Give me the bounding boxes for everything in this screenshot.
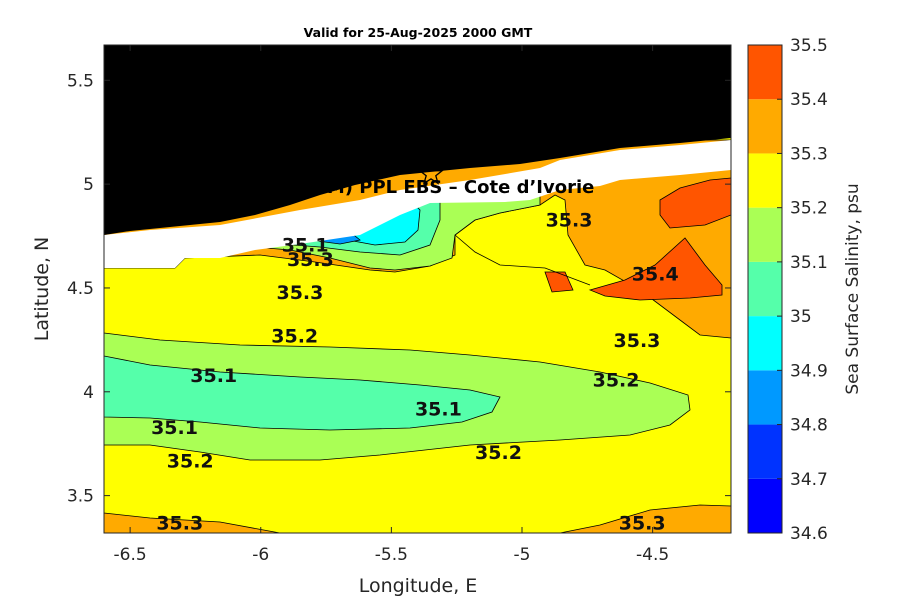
colorbar-label: Sea Surface Salinity, psu bbox=[843, 183, 863, 394]
colorbar-tick-label: 34.8 bbox=[790, 416, 828, 436]
y-tick-label: 3.5 bbox=[67, 487, 94, 507]
colorbar: 34.6 34.7 34.8 34.9 35 35.1 35.2 35.3 35.4 35.5 bbox=[747, 36, 828, 544]
contour-labels: 35.135.335.335.235.135.135.135.2 35.235.3… bbox=[151, 209, 679, 534]
contour-label: 35.3 bbox=[546, 209, 593, 231]
contour-label: 35.2 bbox=[593, 369, 640, 391]
contour-label: 35.2 bbox=[167, 450, 214, 472]
y-tick-label: 4.5 bbox=[67, 279, 94, 299]
star-icon bbox=[418, 161, 444, 185]
map-frame bbox=[103, 44, 732, 534]
y-axis-label: Latitude, N bbox=[31, 237, 53, 342]
salinity-band-35-4-35-5-northeast bbox=[659, 177, 731, 229]
salinity-band-35-3-35-4-south bbox=[104, 504, 731, 533]
colorbar-tick-label: 35.5 bbox=[790, 36, 828, 56]
y-tick-label: 4 bbox=[83, 383, 94, 403]
colorbar-segment bbox=[748, 207, 782, 262]
contour-line-35-3-east bbox=[454, 234, 591, 286]
contour-label: 35.1 bbox=[190, 365, 237, 387]
colorbar-segment bbox=[748, 261, 782, 317]
y-tick-label: 5 bbox=[83, 175, 94, 195]
contour-label: 35.2 bbox=[475, 442, 522, 464]
contour-label: 35.1 bbox=[415, 398, 462, 420]
colorbar-segment bbox=[748, 45, 782, 100]
land-mass bbox=[104, 45, 731, 235]
contour-label: 35.2 bbox=[271, 326, 318, 348]
colorbar-segment bbox=[748, 478, 782, 533]
contour-label: 35.3 bbox=[276, 282, 323, 304]
salinity-band-35-4-35-5-small bbox=[544, 271, 574, 293]
x-axis: -6.5 -6 -5.5 -5 -4.5 bbox=[114, 45, 669, 565]
colorbar-segment bbox=[748, 153, 782, 208]
colorbar-tick-label: 34.9 bbox=[790, 361, 828, 381]
colorbar-tick-label: 35.1 bbox=[790, 253, 828, 273]
x-axis-label: Longitude, E bbox=[359, 575, 478, 597]
contour-label: 35.1 bbox=[282, 234, 329, 256]
nodata-strip bbox=[104, 140, 731, 268]
contour-label: 35.4 bbox=[632, 263, 679, 285]
contour-label: 35.3 bbox=[614, 330, 661, 352]
y-axis: 3.5 4 4.5 5 5.5 bbox=[67, 71, 731, 507]
colorbar-tick-label: 35.2 bbox=[790, 199, 828, 219]
salinity-band-35-4-35-5-east bbox=[588, 237, 723, 301]
contour-label: 35.3 bbox=[287, 249, 334, 271]
x-tick-label: -5 bbox=[514, 545, 531, 565]
x-tick-label: -4.5 bbox=[636, 545, 669, 565]
colorbar-tick-label: 34.7 bbox=[790, 470, 828, 490]
colorbar-tick-label: 34.6 bbox=[790, 524, 828, 544]
colorbar-tick-label: 35.4 bbox=[790, 90, 828, 110]
colorbar-segment bbox=[748, 370, 782, 425]
plot-title: Valid for 25-Aug-2025 2000 GMT bbox=[304, 25, 533, 40]
colorbar-tick-label: 35 bbox=[790, 307, 812, 327]
x-tick-label: -6 bbox=[252, 545, 269, 565]
contour-label: 35.3 bbox=[619, 513, 666, 535]
contour-label: 35.1 bbox=[151, 417, 198, 439]
map-area bbox=[104, 45, 731, 533]
colorbar-segment bbox=[748, 424, 782, 479]
contour-label: 35.3 bbox=[156, 513, 203, 535]
x-tick-label: -5.5 bbox=[375, 545, 408, 565]
salinity-band-35-0-35-1 bbox=[104, 355, 501, 431]
colorbar-segment bbox=[748, 316, 782, 371]
y-tick-label: 5.5 bbox=[67, 71, 94, 91]
x-tick-label: -6.5 bbox=[114, 545, 147, 565]
site-label: A (ONHYM) PPL EBS – Cote d’Ivorie bbox=[240, 177, 594, 198]
colorbar-segment bbox=[748, 99, 782, 154]
colorbar-tick-label: 35.3 bbox=[790, 144, 828, 164]
colorbar-frame bbox=[747, 44, 783, 534]
